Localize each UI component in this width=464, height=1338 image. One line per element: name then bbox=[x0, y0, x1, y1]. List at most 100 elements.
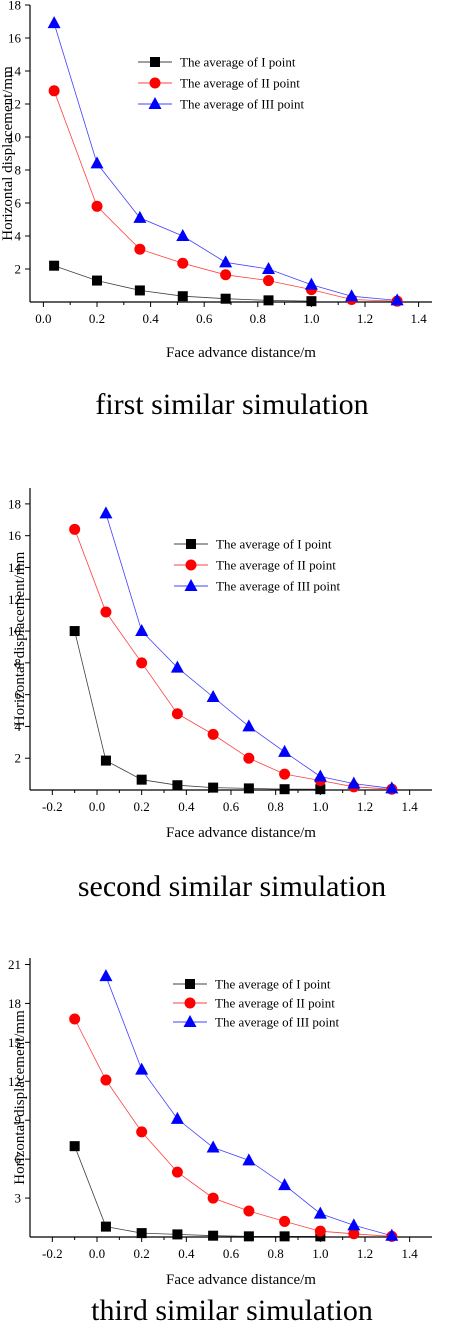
data-point-series-1 bbox=[136, 774, 147, 785]
y-tick-label: 21 bbox=[8, 957, 21, 972]
y-tick-label: 18 bbox=[8, 496, 21, 511]
legend-marker-3 bbox=[148, 97, 162, 109]
data-point-series-3 bbox=[170, 1111, 184, 1124]
data-point-series-2 bbox=[136, 1126, 148, 1138]
data-point-series-3 bbox=[206, 1140, 220, 1153]
data-point-series-1 bbox=[279, 784, 290, 795]
data-point-series-2 bbox=[314, 1225, 326, 1237]
data-point-series-2 bbox=[171, 708, 183, 720]
y-tick-label: 6 bbox=[15, 196, 22, 211]
x-tick-label: 0.4 bbox=[178, 799, 195, 814]
y-tick-label: 18 bbox=[8, 996, 21, 1011]
x-tick-label: 1.2 bbox=[357, 311, 373, 326]
legend-label-1: The average of I point bbox=[216, 537, 332, 552]
legend-marker-2 bbox=[149, 77, 161, 89]
legend: The average of I point The average of II … bbox=[173, 977, 340, 1030]
y-axis-label: Horizontal displacement/mm bbox=[0, 66, 16, 241]
data-point-series-1 bbox=[49, 260, 60, 271]
data-point-series-3 bbox=[390, 293, 404, 306]
y-tick-label: 12 bbox=[8, 1074, 21, 1089]
data-point-series-3 bbox=[90, 156, 104, 169]
x-tick-label: 0.2 bbox=[134, 1246, 150, 1261]
legend-marker-1 bbox=[150, 57, 160, 67]
data-point-series-2 bbox=[69, 1013, 81, 1025]
data-point-series-2 bbox=[100, 606, 112, 618]
data-point-series-3 bbox=[99, 506, 113, 519]
data-point-series-3 bbox=[135, 1062, 149, 1075]
x-tick-label: 0.8 bbox=[268, 799, 284, 814]
legend-label-2: The average of II point bbox=[216, 558, 336, 573]
data-point-series-3 bbox=[278, 1178, 292, 1191]
data-point-series-2 bbox=[348, 1228, 360, 1240]
y-tick-label: 2 bbox=[15, 262, 22, 277]
data-point-series-1 bbox=[263, 295, 274, 306]
data-point-series-3 bbox=[385, 1228, 399, 1241]
y-axis-label: Horizontal displacement/mm bbox=[12, 1010, 28, 1185]
data-point-series-1 bbox=[279, 1231, 290, 1242]
caption-2: second similar simulation bbox=[77, 870, 387, 903]
data-point-series-2 bbox=[220, 269, 232, 281]
x-tick-label: 0.4 bbox=[178, 1246, 195, 1261]
data-point-series-1 bbox=[100, 755, 111, 766]
x-axis-label: Face advance distance/m bbox=[166, 1272, 316, 1288]
y-tick-label: 16 bbox=[8, 31, 22, 46]
data-point-series-1 bbox=[172, 780, 183, 791]
y-tick-label: 12 bbox=[8, 592, 21, 607]
x-tick-label: 0.0 bbox=[89, 1246, 105, 1261]
caption-1: first similar simulation bbox=[95, 388, 369, 421]
data-point-series-3 bbox=[242, 719, 256, 732]
y-tick-label: 12 bbox=[8, 97, 21, 112]
legend-marker-3 bbox=[184, 579, 198, 591]
data-point-series-3 bbox=[47, 16, 61, 29]
legend-label-1: The average of I point bbox=[180, 55, 296, 70]
x-axis-label: Face advance distance/m bbox=[166, 345, 316, 361]
data-point-series-1 bbox=[177, 291, 188, 302]
data-point-series-1 bbox=[69, 626, 80, 637]
data-point-series-1 bbox=[315, 784, 326, 795]
data-point-series-3 bbox=[304, 277, 318, 290]
data-point-series-3 bbox=[242, 1153, 256, 1166]
data-point-series-1 bbox=[100, 1221, 111, 1232]
x-tick-label: -0.2 bbox=[42, 1246, 63, 1261]
data-point-series-2 bbox=[69, 523, 81, 535]
y-axis-label: Horizontal displacement/mm bbox=[12, 551, 28, 726]
data-point-series-3 bbox=[262, 262, 276, 274]
data-point-series-2 bbox=[263, 275, 275, 287]
series-line-1 bbox=[74, 1146, 321, 1237]
data-point-series-1 bbox=[243, 783, 254, 794]
data-point-series-3 bbox=[313, 769, 327, 782]
x-tick-label: 0.6 bbox=[223, 1246, 240, 1261]
data-point-series-3 bbox=[385, 781, 399, 794]
x-tick-label: 1.2 bbox=[357, 1246, 373, 1261]
legend-marker-2 bbox=[185, 559, 197, 571]
x-tick-label: 1.4 bbox=[410, 311, 427, 326]
x-tick-label: 0.2 bbox=[134, 799, 150, 814]
data-point-series-1 bbox=[243, 1231, 254, 1242]
chart-3: -0.2 0.0 0.2 0.4 0.6 0.8 1.0 1.2 1.4 3 6 9 12 15 18 21 F… bbox=[8, 957, 432, 1288]
legend-marker-3 bbox=[183, 1015, 197, 1027]
data-point-series-2 bbox=[48, 85, 60, 97]
x-tick-label: 0.6 bbox=[196, 311, 213, 326]
legend-label-3: The average of III point bbox=[180, 97, 305, 112]
y-tick-label: 15 bbox=[8, 1035, 21, 1050]
x-tick-label: 0.2 bbox=[89, 311, 105, 326]
legend-label-2: The average of II point bbox=[180, 76, 300, 91]
data-point-series-3 bbox=[345, 289, 359, 302]
y-tick-label: 6 bbox=[15, 1152, 22, 1167]
data-point-series-3 bbox=[347, 1218, 361, 1231]
x-tick-label: 0.0 bbox=[89, 799, 105, 814]
series-line-2 bbox=[74, 529, 392, 790]
y-tick-label: 2 bbox=[15, 751, 22, 766]
x-tick-label: 1.0 bbox=[312, 799, 328, 814]
y-tick-label: 4 bbox=[15, 229, 22, 244]
data-point-series-2 bbox=[207, 1192, 219, 1204]
x-tick-label: 0.8 bbox=[250, 311, 266, 326]
data-point-series-2 bbox=[279, 1215, 291, 1227]
y-tick-label: 14 bbox=[8, 560, 22, 575]
data-point-series-2 bbox=[279, 768, 291, 780]
y-tick-label: 10 bbox=[8, 130, 21, 145]
data-point-series-1 bbox=[172, 1229, 183, 1240]
x-tick-label: 1.4 bbox=[402, 799, 419, 814]
data-point-series-2 bbox=[100, 1074, 112, 1086]
